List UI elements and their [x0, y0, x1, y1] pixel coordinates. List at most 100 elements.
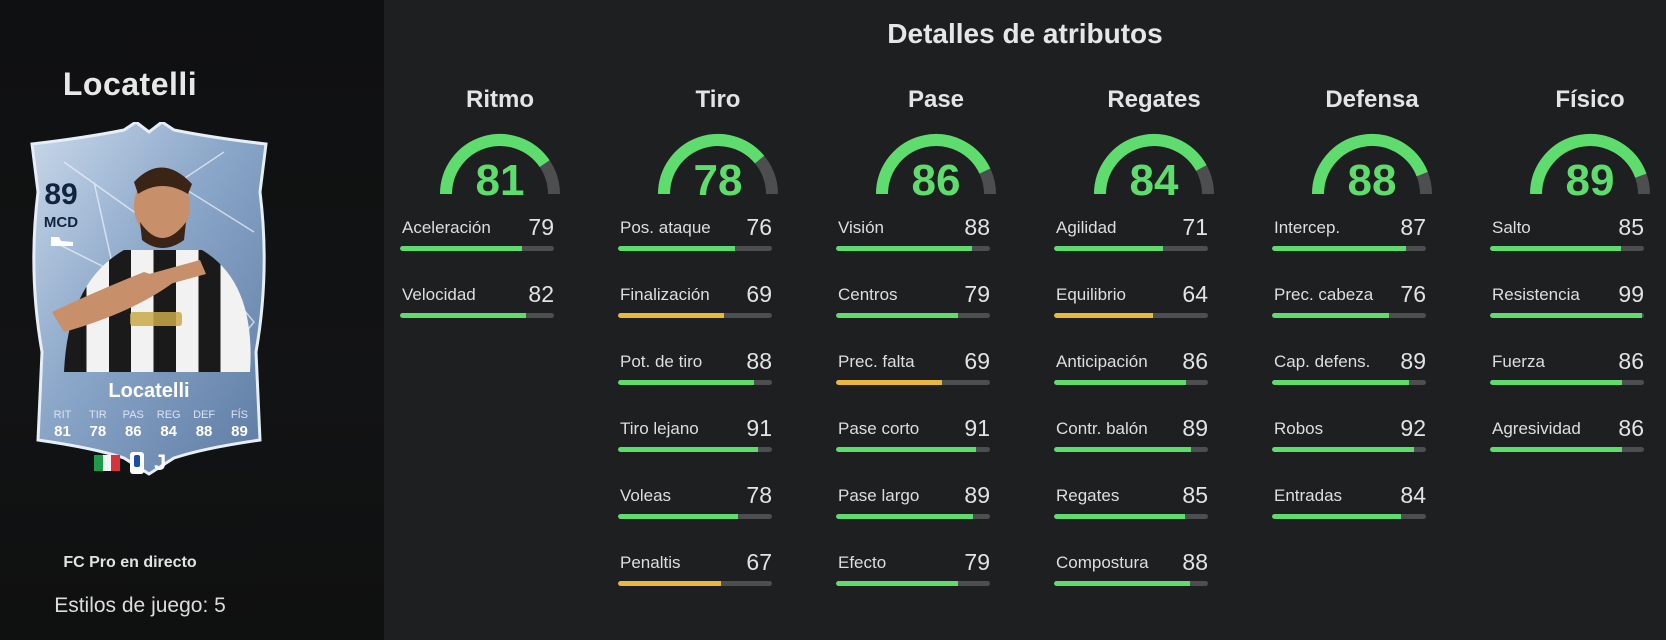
stat-value: 64	[1182, 281, 1208, 307]
category-rating: 78	[693, 156, 743, 205]
stat-row: Centros 79	[836, 281, 996, 348]
stat-name: Fuerza	[1492, 352, 1545, 371]
stat-value: 71	[1182, 214, 1208, 240]
category-name: Pase	[907, 86, 965, 113]
stat-value: 86	[1618, 415, 1644, 441]
card-stat-label: REG	[156, 409, 181, 421]
stat-bar	[1272, 313, 1426, 318]
attribute-details-panel: Detalles de atributos Ritmo 81 Aceleració…	[384, 0, 1666, 640]
stat-value: 85	[1618, 214, 1644, 240]
stat-bar	[1054, 514, 1208, 519]
card-stat-value: 88	[195, 423, 213, 440]
stat-value: 89	[1182, 415, 1208, 441]
category-gauge: 84	[1074, 118, 1234, 208]
category-name: Tiro	[695, 86, 741, 113]
category-name: Defensa	[1325, 86, 1419, 113]
stat-value: 92	[1400, 415, 1426, 441]
stat-bar-fill	[618, 380, 754, 385]
stat-bar	[1272, 514, 1426, 519]
stat-name: Robos	[1274, 419, 1324, 438]
stat-value: 69	[964, 348, 990, 374]
stat-name: Efecto	[838, 553, 887, 572]
stat-row: Pos. ataque 76	[618, 214, 778, 281]
stat-value: 78	[746, 482, 772, 508]
stat-bar	[1490, 447, 1644, 452]
stat-row: Pase largo 89	[836, 482, 996, 549]
category-stats: Visión 88 Centros 79 Prec. falta 69 Pase corto…	[836, 214, 1054, 616]
stat-bar-fill	[836, 447, 977, 452]
category-name: Regates	[1107, 86, 1201, 113]
stat-bar-fill	[836, 380, 943, 385]
player-card[interactable]: 89 MCD Locatelli RIT 81 TIR 78 PAS 86 REG 84…	[24, 122, 274, 492]
stat-name: Resistencia	[1492, 285, 1580, 304]
stat-row: Equilibrio 64	[1054, 281, 1214, 348]
player-name-title: Locatelli	[62, 66, 198, 102]
card-stats: RIT 81 TIR 78 PAS 86 REG 84 DEF 88 FÍS 89	[46, 409, 256, 440]
stat-name: Aceleración	[402, 218, 491, 237]
card-stat-label: FÍS	[230, 409, 249, 421]
stat-bar	[836, 246, 990, 251]
stat-name: Compostura	[1056, 553, 1149, 572]
stat-bar-fill	[1054, 447, 1192, 452]
card-type-label: FC Pro en directo	[63, 554, 197, 571]
card-stat: DEF 88	[188, 409, 221, 440]
category-gauge: 89	[1510, 118, 1666, 208]
stat-bar	[618, 380, 772, 385]
stat-bar-fill	[1272, 514, 1402, 519]
stat-name: Pot. de tiro	[620, 352, 703, 371]
stat-bar	[1490, 313, 1644, 318]
gauge-arc	[1312, 134, 1432, 195]
stat-bar	[836, 380, 990, 385]
stat-name: Agilidad	[1056, 218, 1117, 237]
stat-bar-fill	[1272, 246, 1406, 251]
card-stat-value: 81	[54, 423, 71, 440]
category-stats: Agilidad 71 Equilibrio 64 Anticipación 86 Cont…	[1054, 214, 1272, 616]
boot-icon	[51, 237, 73, 246]
category-stats: Pos. ataque 76 Finalización 69 Pot. de tiro 8…	[618, 214, 836, 616]
card-stat: TIR 78	[81, 409, 114, 440]
stat-bar-fill	[1272, 313, 1390, 318]
card-stat: PAS 86	[117, 409, 150, 440]
stat-name: Cap. defens.	[1274, 352, 1371, 371]
stat-value: 91	[964, 415, 990, 441]
card-overall-rating: 89	[44, 178, 78, 211]
card-stat-value: 78	[89, 423, 107, 440]
stat-value: 87	[1400, 214, 1426, 240]
category-rating: 89	[1565, 156, 1615, 205]
stat-name: Intercep.	[1274, 218, 1341, 237]
category-name: Físico	[1555, 86, 1625, 113]
stat-value: 79	[528, 214, 554, 240]
stat-bar-fill	[1054, 514, 1185, 519]
stat-bar	[618, 246, 772, 251]
stat-row: Fuerza 86	[1490, 348, 1650, 415]
stat-name: Entradas	[1274, 486, 1343, 505]
category-stats: Salto 85 Resistencia 99 Fuerza 86 Agresividad 8…	[1490, 214, 1666, 482]
stat-name: Pase corto	[838, 419, 920, 438]
stat-bar	[836, 313, 990, 318]
stat-name: Pos. ataque	[620, 218, 711, 237]
stat-row: Compostura 88	[1054, 549, 1214, 616]
stat-value: 88	[964, 214, 990, 240]
card-stat-label: RIT	[53, 409, 72, 421]
card-stat: REG 84	[152, 409, 185, 440]
category-gauge: 88	[1292, 118, 1452, 208]
category-5: Físico 89 Salto 85 Resistencia 99 Fuerza 86 Agr…	[1490, 86, 1666, 616]
stat-bar	[1054, 313, 1208, 318]
stat-row: Aceleración 79	[400, 214, 560, 281]
category-gauge: 86	[856, 118, 1016, 208]
stat-value: 76	[746, 214, 772, 240]
category-rating: 84	[1129, 156, 1179, 205]
stat-bar-fill	[618, 581, 722, 586]
stat-bar-fill	[1490, 246, 1621, 251]
stat-name: Finalización	[620, 285, 710, 304]
attribute-categories: Ritmo 81 Aceleración 79 Velocidad 82 Tiro 78 P…	[400, 86, 1666, 616]
stat-bar-fill	[1054, 313, 1153, 318]
stat-bar	[1054, 581, 1208, 586]
category-0: Ritmo 81 Aceleración 79 Velocidad 82	[400, 86, 618, 616]
stat-row: Finalización 69	[618, 281, 778, 348]
category-stats: Intercep. 87 Prec. cabeza 76 Cap. defens. 89 R…	[1272, 214, 1490, 549]
stat-bar	[1054, 447, 1208, 452]
card-stat-label: DEF	[193, 409, 216, 421]
stat-value: 89	[1400, 348, 1426, 374]
player-panel: Locatelli	[0, 0, 384, 640]
